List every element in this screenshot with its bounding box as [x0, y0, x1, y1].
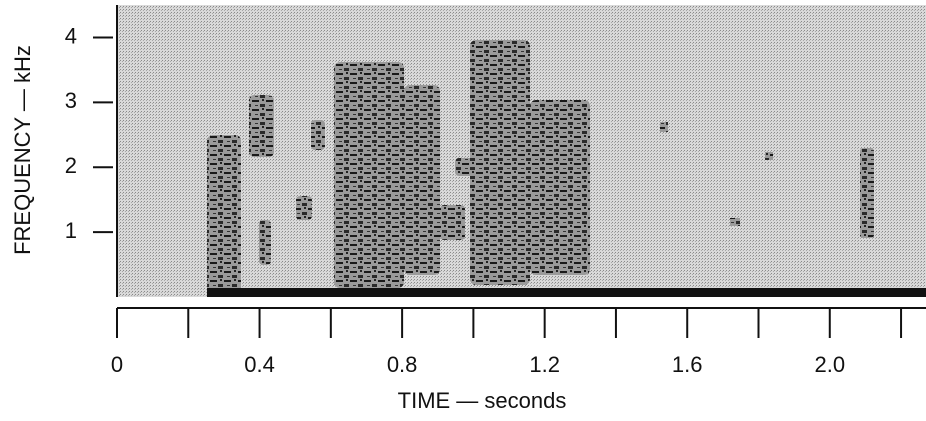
y-axis-title: FREQUENCY — kHz	[10, 45, 35, 255]
x-axis-title: TIME — seconds	[398, 388, 567, 413]
y-tick-label: 2	[65, 153, 77, 178]
x-tick-label: 1.2	[529, 352, 560, 377]
spectrogram	[116, 5, 926, 297]
x-tick-label: 0.8	[387, 352, 418, 377]
low-frequency-band	[207, 288, 926, 297]
x-tick-label: 0.4	[244, 352, 275, 377]
y-tick-label: 3	[65, 88, 77, 113]
y-tick-label: 1	[65, 218, 77, 243]
x-tick-label: 2.0	[814, 352, 845, 377]
x-tick-label: 1.6	[672, 352, 703, 377]
x-tick-label: 0	[111, 352, 123, 377]
y-tick-label: 4	[65, 23, 77, 48]
energy-regions	[207, 40, 874, 295]
